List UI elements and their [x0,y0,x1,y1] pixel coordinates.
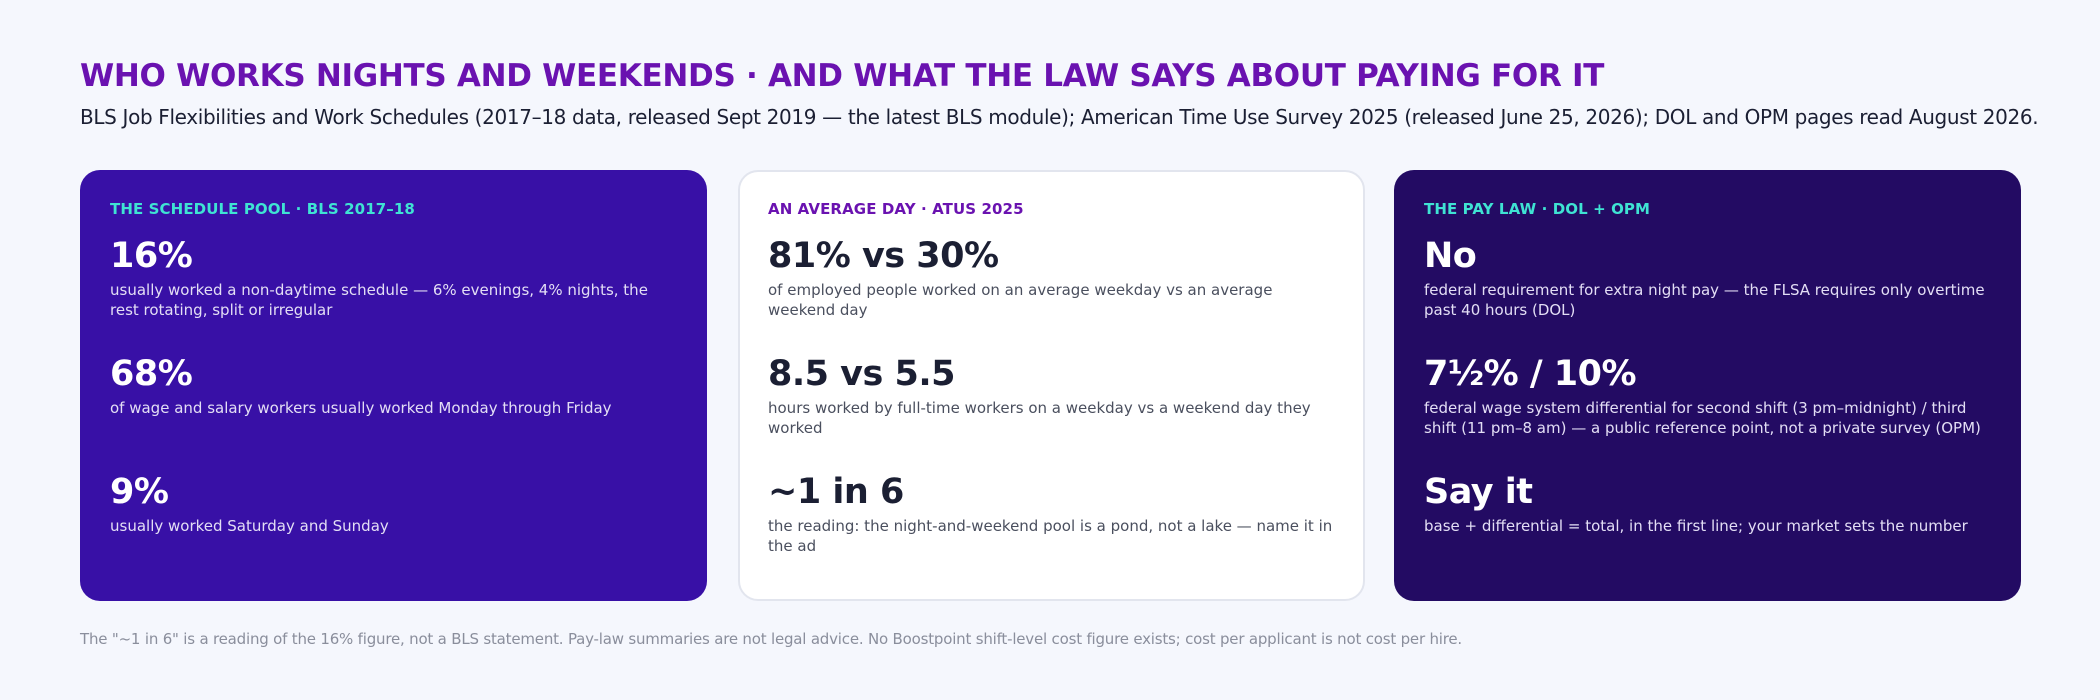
stat-value: 81% vs 30% [768,236,999,276]
stat-description: of employed people worked on an average … [768,281,1273,319]
footnote: The "~1 in 6" is a reading of the 16% fi… [80,630,1462,648]
card-kicker: AN AVERAGE DAY · ATUS 2025 [768,200,1024,218]
stat-block: 9% usually worked Saturday and Sunday [110,470,677,588]
stat-description: base + differential = total, in the firs… [1424,517,1968,535]
card-kicker: THE PAY LAW · DOL + OPM [1424,200,1651,218]
page-subtitle: BLS Job Flexibilities and Work Schedules… [80,105,2039,129]
stat-value: 9% [110,472,169,512]
stat-block: 8.5 vs 5.5 hours worked by full-time wor… [768,352,1335,470]
stat-description: federal requirement for extra night pay … [1424,281,1985,319]
stat-description: the reading: the night-and-weekend pool … [768,517,1333,555]
stat-description: of wage and salary workers usually worke… [110,399,612,417]
stat-description: usually worked a non-daytime schedule — … [110,281,648,319]
page-title: WHO WORKS NIGHTS AND WEEKENDS · AND WHAT… [80,58,1605,94]
card-schedule-pool: THE SCHEDULE POOL · BLS 2017–18 16% usua… [80,170,707,601]
card-pay-law: THE PAY LAW · DOL + OPM No federal requi… [1394,170,2021,601]
stat-value: ~1 in 6 [768,472,904,512]
stat-value: 7½% / 10% [1424,354,1637,394]
stat-value: 8.5 vs 5.5 [768,354,956,394]
stat-block: 68% of wage and salary workers usually w… [110,352,677,470]
stat-value: No [1424,236,1477,276]
stat-block: 16% usually worked a non-daytime schedul… [110,234,677,352]
stat-value: 68% [110,354,193,394]
stat-block: 7½% / 10% federal wage system differenti… [1424,352,1991,470]
stat-block: 81% vs 30% of employed people worked on … [768,234,1335,352]
stat-value: Say it [1424,472,1533,512]
card-average-day: AN AVERAGE DAY · ATUS 2025 81% vs 30% of… [738,170,1365,601]
stat-block: Say it base + differential = total, in t… [1424,470,1991,588]
stat-description: federal wage system differential for sec… [1424,399,1981,437]
card-kicker: THE SCHEDULE POOL · BLS 2017–18 [110,200,415,218]
stat-description: hours worked by full-time workers on a w… [768,399,1311,437]
stat-description: usually worked Saturday and Sunday [110,517,389,535]
stat-value: 16% [110,236,193,276]
stat-block: ~1 in 6 the reading: the night-and-weeke… [768,470,1335,588]
stat-block: No federal requirement for extra night p… [1424,234,1991,352]
